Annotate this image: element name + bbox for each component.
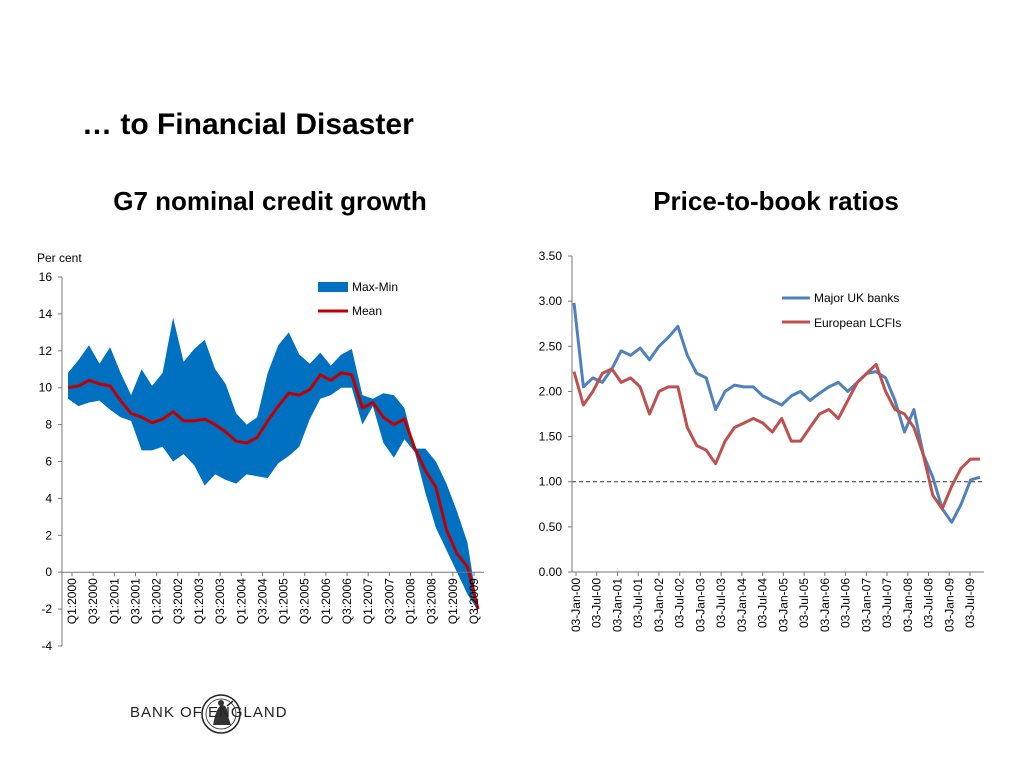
ptb-x-tick-label: 03-Jan-06 bbox=[818, 578, 832, 632]
ptb-x-tick-label: 03-Jan-03 bbox=[693, 578, 707, 632]
ptb-x-tick-label: 03-Jul-05 bbox=[797, 578, 811, 628]
credit-x-tick-label: Q1:2001 bbox=[107, 578, 121, 624]
ptb-x-tick-label: 03-Jul-04 bbox=[756, 578, 770, 628]
ptb-y-tick-label: 3.00 bbox=[539, 294, 563, 308]
max-min-band bbox=[68, 317, 478, 611]
ptb-x-tick-label: 03-Jan-00 bbox=[569, 578, 583, 632]
credit-x-tick-label: Q3:2002 bbox=[171, 578, 185, 624]
credit-y-tick-label: 6 bbox=[45, 455, 52, 469]
credit-chart-title: G7 nominal credit growth bbox=[113, 186, 427, 216]
ptb-x-tick-label: 03-Jul-09 bbox=[963, 578, 977, 628]
credit-x-tick-label: Q1:2004 bbox=[234, 578, 248, 624]
ptb-x-tick-label: 03-Jul-08 bbox=[922, 578, 936, 628]
logo-text: BANK OF ENGLAND bbox=[130, 704, 288, 721]
european-lcfis-line bbox=[572, 362, 980, 511]
credit-x-tick-label: Q3:2004 bbox=[255, 578, 269, 624]
ptb-y-tick-label: 0.50 bbox=[539, 520, 563, 534]
credit-y-tick-label: 4 bbox=[45, 491, 52, 505]
ptb-x-tick-label: 03-Jan-08 bbox=[901, 578, 915, 632]
credit-x-tick-label: Q3:2009 bbox=[467, 578, 481, 624]
ptb-x-tick-label: 03-Jan-05 bbox=[776, 578, 790, 632]
legend-label-max-min: Max-Min bbox=[352, 280, 398, 294]
legend-label-mean: Mean bbox=[352, 304, 382, 318]
credit-y-tick-label: 0 bbox=[45, 565, 52, 579]
credit-y-tick-label: -2 bbox=[41, 602, 52, 616]
bank-of-england-logo-icon bbox=[201, 694, 241, 734]
credit-x-tick-label: Q3:2006 bbox=[340, 578, 354, 624]
credit-y-tick-label: 12 bbox=[39, 344, 53, 358]
ptb-x-tick-label: 03-Jul-02 bbox=[673, 578, 687, 628]
ptb-y-tick-label: 2.50 bbox=[539, 339, 563, 353]
credit-x-tick-label: Q3:2008 bbox=[425, 578, 439, 624]
credit-x-tick-label: Q3:2000 bbox=[86, 578, 100, 624]
ptb-x-tick-label: 03-Jul-00 bbox=[590, 578, 604, 628]
credit-x-tick-label: Q1:2005 bbox=[277, 578, 291, 624]
credit-x-tick-label: Q3:2005 bbox=[298, 578, 312, 624]
ptb-y-tick-label: 1.50 bbox=[539, 430, 563, 444]
ptb-chart-title: Price-to-book ratios bbox=[653, 186, 899, 216]
ptb-y-tick-label: 0.00 bbox=[539, 565, 563, 579]
ptb-y-tick-label: 2.00 bbox=[539, 384, 563, 398]
credit-x-tick-label: Q1:2008 bbox=[404, 578, 418, 624]
credit-x-tick-label: Q3:2007 bbox=[382, 578, 396, 624]
credit-x-tick-label: Q1:2002 bbox=[150, 578, 164, 624]
ptb-x-tick-label: 03-Jan-09 bbox=[942, 578, 956, 632]
ptb-y-tick-label: 3.50 bbox=[539, 249, 563, 263]
credit-y-tick-label: 16 bbox=[39, 270, 53, 284]
ptb-x-tick-label: 03-Jul-03 bbox=[714, 578, 728, 628]
ptb-x-tick-label: 03-Jul-07 bbox=[880, 578, 894, 628]
credit-x-tick-label: Q1:2006 bbox=[319, 578, 333, 624]
credit-y-axis-label: Per cent bbox=[37, 251, 82, 265]
credit-y-tick-label: 14 bbox=[39, 307, 53, 321]
ptb-x-tick-label: 03-Jan-04 bbox=[735, 578, 749, 632]
major-uk-banks-line bbox=[572, 302, 981, 524]
ptb-x-tick-label: 03-Jan-01 bbox=[610, 578, 624, 632]
ptb-y-tick-label: 1.00 bbox=[539, 475, 563, 489]
credit-x-tick-label: Q3:2003 bbox=[213, 578, 227, 624]
credit-x-tick-label: Q1:2003 bbox=[192, 578, 206, 624]
legend-swatch-max-min bbox=[318, 282, 348, 292]
mean-line bbox=[67, 371, 480, 610]
credit-x-tick-label: Q3:2001 bbox=[128, 578, 142, 624]
credit-x-tick-label: Q1:2009 bbox=[446, 578, 460, 624]
credit-y-tick-label: 10 bbox=[39, 381, 53, 395]
ptb-x-tick-label: 03-Jul-01 bbox=[631, 578, 645, 628]
credit-y-tick-label: 8 bbox=[45, 418, 52, 432]
ptb-x-tick-label: 03-Jan-07 bbox=[859, 578, 873, 632]
credit-x-tick-label: Q1:2007 bbox=[361, 578, 375, 624]
ptb-x-tick-label: 03-Jul-06 bbox=[839, 578, 853, 628]
credit-y-tick-label: 2 bbox=[45, 528, 52, 542]
credit-y-tick-label: -4 bbox=[41, 639, 52, 653]
ptb-x-tick-label: 03-Jan-02 bbox=[652, 578, 666, 632]
legend-label-european-lcfis: European LCFIs bbox=[814, 316, 901, 330]
credit-x-tick-label: Q1:2000 bbox=[65, 578, 79, 624]
legend-label-major-uk-banks: Major UK banks bbox=[814, 291, 899, 305]
slide-title: … to Financial Disaster bbox=[82, 108, 414, 141]
